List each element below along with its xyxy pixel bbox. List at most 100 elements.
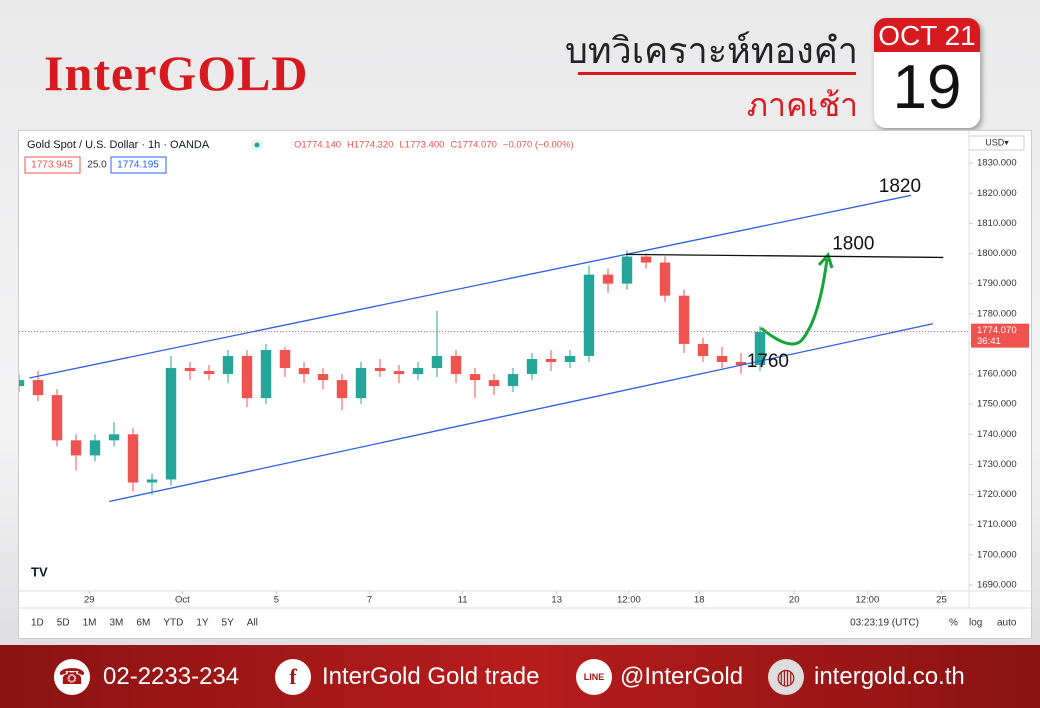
candle-body <box>640 256 652 263</box>
candle-body <box>678 295 690 344</box>
x-tick-label: 25 <box>936 595 947 606</box>
calendar-month: OCT 21 <box>874 18 980 52</box>
candle-body <box>374 368 386 372</box>
y-tick-label: 1730.000 <box>977 459 1017 470</box>
x-tick-label: 12:00 <box>855 595 879 606</box>
x-tick-label: 13 <box>551 595 562 606</box>
trendline <box>109 323 934 503</box>
candle-body <box>564 355 576 362</box>
range-button[interactable]: 6M <box>136 618 150 629</box>
range-button[interactable]: 1Y <box>196 618 209 629</box>
candle-body <box>393 371 405 375</box>
y-tick-label: 1760.000 <box>977 369 1017 380</box>
candle-body <box>583 274 595 356</box>
phone-icon: ☎ <box>54 659 90 695</box>
candle-body <box>51 395 63 441</box>
forecast-arrow-head <box>817 252 834 269</box>
candle-body <box>754 331 766 366</box>
candle-body <box>317 374 329 381</box>
candle-body <box>735 361 747 366</box>
ask: 1774.195 <box>117 160 159 171</box>
range-button[interactable]: 5D <box>57 618 70 629</box>
trendline <box>626 253 944 259</box>
candle-body <box>165 368 177 480</box>
y-tick-label: 1800.000 <box>977 248 1017 259</box>
candle-body <box>146 479 158 483</box>
annotation: 1760 <box>747 351 789 372</box>
candle-body <box>89 440 101 456</box>
y-tick-label: 1740.000 <box>977 429 1017 440</box>
range-button[interactable]: 1M <box>83 618 97 629</box>
y-tick-label: 1750.000 <box>977 399 1017 410</box>
axis-option[interactable]: % <box>949 618 958 629</box>
web-icon: ◍ <box>768 659 804 695</box>
forecast-arrow <box>760 258 829 346</box>
phone: 02-2233-234 <box>103 663 240 690</box>
y-tick-label: 1720.000 <box>977 489 1017 500</box>
candle-body <box>716 355 728 362</box>
line-id: @InterGold <box>620 663 744 690</box>
candle-body <box>621 256 633 284</box>
x-tick-label: 5 <box>274 595 279 606</box>
range-button[interactable]: 1D <box>31 618 44 629</box>
annotation: 1800 <box>832 233 874 254</box>
ohlc-label: H1774.320 <box>347 140 393 151</box>
chart-panel: Gold Spot / U.S. Dollar · 1h · OANDA 177… <box>13 130 1032 639</box>
candle-body <box>13 380 25 387</box>
trendline <box>29 194 912 379</box>
candle-body <box>279 349 291 369</box>
candle-body <box>412 368 424 375</box>
candle-body <box>697 343 709 356</box>
axis-option[interactable]: log <box>969 618 982 629</box>
candle-body <box>507 374 519 387</box>
range-button[interactable]: 3M <box>110 618 124 629</box>
x-tick-label: 12:00 <box>617 595 641 606</box>
candle-body <box>241 355 253 399</box>
calendar-day: 19 <box>892 53 962 122</box>
last-price: 1774.070 <box>977 325 1017 336</box>
candle-body <box>32 380 44 396</box>
candle-body <box>526 358 538 375</box>
facebook-icon: f <box>275 659 311 695</box>
y-tick-label: 1830.000 <box>977 158 1017 169</box>
candle-body <box>659 262 671 296</box>
currency[interactable]: USD▾ <box>985 137 1009 147</box>
axis-option[interactable]: auto <box>997 618 1017 629</box>
x-tick-label: 11 <box>458 595 468 606</box>
candle-body <box>431 355 443 369</box>
title-underline <box>578 72 856 75</box>
candle-body <box>545 358 557 362</box>
candle-body <box>184 368 196 372</box>
range-button[interactable]: All <box>247 618 258 629</box>
ohlc-label: −0.070 (−0.00%) <box>503 140 574 151</box>
y-tick-label: 1700.000 <box>977 549 1017 560</box>
ohlc-label: C1774.070 <box>450 140 496 151</box>
tv-logo: TV <box>31 564 48 579</box>
spread: 25.0 <box>87 160 107 171</box>
y-tick-label: 1810.000 <box>977 218 1017 229</box>
last-price-box <box>971 323 1029 348</box>
status-dot <box>254 142 260 148</box>
candle-body <box>355 368 367 399</box>
y-tick-label: 1710.000 <box>977 519 1017 530</box>
candle-body <box>127 434 139 483</box>
candle-body <box>469 374 481 381</box>
ask-box <box>110 156 167 174</box>
bid: 1773.945 <box>31 160 73 171</box>
candle-body <box>602 274 614 284</box>
symbol-title: Gold Spot / U.S. Dollar · 1h · OANDA <box>27 139 210 151</box>
line-icon: LINE <box>576 659 612 695</box>
candle-body <box>108 434 120 441</box>
footer: ☎ 02-2233-234 f InterGold Gold trade LIN… <box>0 645 1040 708</box>
candle-body <box>298 368 310 375</box>
candle-body <box>222 355 234 375</box>
range-button[interactable]: 5Y <box>222 618 235 629</box>
ohlc-label: L1773.400 <box>400 140 445 151</box>
countdown: 36:41 <box>977 336 1001 347</box>
y-tick-label: 1820.000 <box>977 188 1017 199</box>
candle-body <box>450 355 462 375</box>
candle-body <box>260 349 272 399</box>
range-button[interactable]: YTD <box>163 618 183 629</box>
chart: Gold Spot / U.S. Dollar · 1h · OANDA 177… <box>13 131 1031 629</box>
